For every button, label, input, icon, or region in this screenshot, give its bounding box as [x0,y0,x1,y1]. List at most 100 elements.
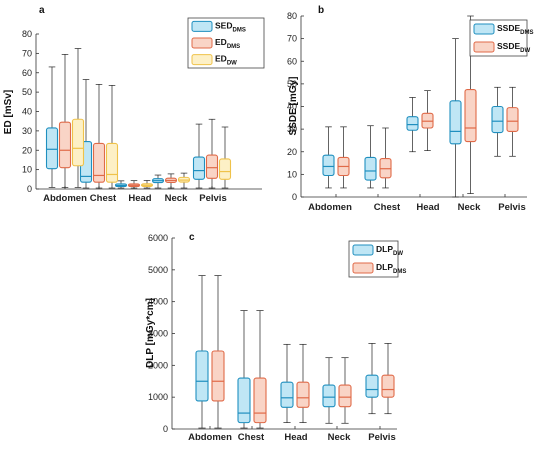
box [195,275,209,429]
box-iqr [365,374,379,398]
box-iqr [506,107,519,132]
series-1 [337,15,519,194]
box [421,90,434,151]
series-1 [58,53,219,189]
legend-item: DLPDW [352,244,403,257]
y-tick-label: 20 [22,145,32,155]
category-label: Abdomen [308,202,352,213]
panel-label: b [318,5,324,16]
box [151,174,165,189]
category-label: Chest [374,202,401,213]
category-label: Abdomen [188,432,232,443]
y-tick-label: 80 [22,29,32,39]
legend-label: SEDDMS [215,20,246,33]
legend-subscript: DMS [393,269,406,275]
category-label: Chest [238,432,265,443]
box [237,310,251,429]
panel-label: a [39,5,45,16]
box-iqr [338,384,352,408]
box [45,66,59,188]
y-tick-label: 70 [22,48,32,58]
legend-label: EDDW [215,54,237,67]
legend-swatch [352,244,374,256]
category-label: Head [416,202,439,213]
box-iqr [296,381,310,408]
box-iqr [381,374,395,398]
y-tick-label: 60 [287,56,297,66]
box [71,48,85,188]
legend-item: DLPDMS [352,262,406,275]
legend-item: SSDEDW [473,41,530,54]
box [406,97,419,153]
box-iqr [280,381,294,408]
legend-subscript: DMS [232,27,245,33]
y-axis-label: ED [mSv] [3,90,14,134]
box-iqr [237,377,251,424]
box [177,172,191,189]
box-iqr [205,154,219,179]
y-axis-label: SSDE [mGy] [288,77,299,136]
y-tick-label: 40 [22,107,32,117]
y-tick-label: 0 [27,184,32,194]
category-label: Neck [458,202,481,213]
category-label: Pelvis [498,202,525,213]
panel-a: a 0 10 20 30 40 50 60 70 80 ED [mSv] Abdomen Chest He… [3,5,265,204]
box-iqr [449,100,462,145]
box-iqr [322,154,335,177]
box [322,126,335,189]
legend-subscript: DMS [520,30,533,36]
legend-label: EDDMS [215,37,240,50]
box-iqr [211,350,225,402]
legend-subscript: DW [393,251,403,257]
box [379,127,392,189]
legend: SEDDMS EDDMS EDDW [187,17,265,69]
series-0 [45,66,206,189]
box [218,126,232,189]
box [114,180,128,189]
box [58,53,72,188]
legend-subscript: DW [520,48,530,54]
box [211,275,225,429]
y-tick-label: 3000 [148,329,168,339]
legend-swatch [191,20,213,32]
y-tick-label: 70 [287,34,297,44]
y-axis-label: DLP [mGy*cm] [145,298,156,368]
category-label: Neck [165,193,188,204]
legend-subscript: DW [227,61,237,67]
box [192,123,206,189]
category-label: Head [128,193,151,204]
box [280,343,294,423]
box [491,86,504,157]
box-iqr [464,88,477,143]
y-tick-label: 4000 [148,297,168,307]
category-label: Pelvis [368,432,395,443]
box-iqr [192,156,206,180]
legend-item: EDDMS [191,37,240,50]
box-iqr [406,116,419,131]
box [105,84,119,189]
box-iqr [71,118,85,167]
box [364,125,377,189]
panel-label: c [189,232,195,243]
category-label: Neck [328,432,351,443]
category-label: Chest [90,193,117,204]
legend: DLPDW DLPDMS [348,240,406,278]
y-tick-label: 30 [287,124,297,134]
box [365,343,379,415]
legend-item: EDDW [191,54,237,67]
box-iqr [195,350,209,402]
panel-b: b 0 10 20 30 40 50 60 70 80 SSDE [mGy] Abdomen Chest… [287,5,534,213]
y-tick-label: 5000 [148,265,168,275]
box [337,126,350,189]
y-tick-label: 60 [22,68,32,78]
legend-item: SEDDMS [191,20,246,33]
y-tick-label: 20 [287,147,297,157]
y-tick-label: 2000 [148,360,168,370]
box-iqr [92,142,106,183]
category-label: Abdomen [43,193,87,204]
series-2 [71,48,232,189]
y-tick-label: 50 [22,87,32,97]
y-tick-label: 50 [287,79,297,89]
legend-subscript: DMS [227,44,240,50]
